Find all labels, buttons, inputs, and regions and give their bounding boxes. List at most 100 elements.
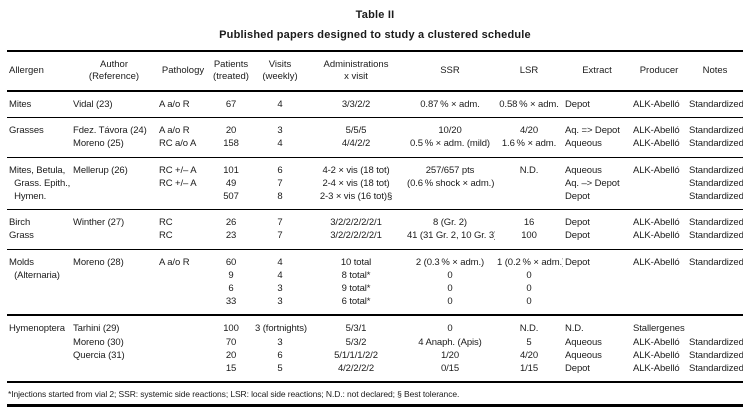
table-cell: 6	[277, 349, 283, 361]
table-cell: 4/2/2/2/2	[337, 363, 375, 375]
table-cell: 5/5/5	[345, 125, 367, 137]
table-cell	[7, 362, 71, 382]
table-cell: A a/o R	[159, 125, 190, 137]
table-row: Hymen. 507 8 2-3 × vis (16 tot)§ Depot Standa…	[7, 190, 743, 210]
table-cell	[157, 349, 209, 362]
table-subtitle: Published papers designed to study a clu…	[219, 29, 531, 41]
table-cell	[563, 295, 631, 315]
table-cell: ALK-Abelló	[633, 336, 680, 348]
table-cell: N.D.	[519, 164, 539, 176]
table-cell: Depot	[565, 230, 590, 242]
table-row: 6 3 9 total* 0 0	[7, 282, 743, 295]
table-row: Mites Vidal (23) A a/o R 67 4 3/3/2/2 0.87 % ×…	[7, 91, 743, 118]
column-header-allergen: Allergen	[7, 50, 71, 92]
table-row: 33 3 6 total* 0 0	[7, 295, 743, 315]
table-row: Grasses Fdez. Távora (24) A a/o R 20 3 5/5/5 1…	[7, 118, 743, 138]
table-cell: Aq. –> Depot	[565, 177, 620, 189]
table-cell: 7	[277, 217, 283, 229]
table-row: Birch Winther (27) RC 26 7 3/2/2/2/2/2/1 8 (Gr…	[7, 210, 743, 230]
table-cell: 4	[277, 256, 283, 268]
table-row: 15 5 4/2/2/2/2 0/15 1/15 Depot ALK-Abelló Stand…	[7, 362, 743, 382]
table-cell: 0	[526, 296, 532, 308]
table-cell: 5	[526, 336, 532, 348]
table-cell	[7, 349, 71, 362]
table-cell	[7, 282, 71, 295]
table-row-group: Birch Winther (27) RC 26 7 3/2/2/2/2/2/1 8 (Gr…	[7, 209, 743, 249]
table-cell: Aq. => Depot	[565, 125, 620, 137]
table-cell	[157, 295, 209, 315]
table-cell: Vidal (23)	[73, 99, 113, 110]
table-cell	[631, 190, 687, 210]
table-cell: Standardized	[689, 164, 743, 176]
table-row-group: Molds Moreno (28) A a/o R 60 4 10 total 2 (0.3…	[7, 249, 743, 315]
table-cell: RC	[159, 217, 173, 229]
table-cell: Aqueous	[565, 349, 602, 361]
column-header-administrations: Administrations x visit	[307, 50, 405, 92]
table-cell: Standardized	[689, 230, 743, 242]
table-cell: 9 total*	[341, 283, 371, 295]
table-cell: 4/20	[519, 125, 539, 137]
table-cell: Tarhini (29)	[73, 323, 120, 335]
table-cell: 2-3 × vis (16 tot)§	[319, 191, 393, 203]
table-cell: 4/4/2/2	[341, 138, 371, 150]
table-cell: 8	[277, 191, 283, 203]
table-row-group: Grasses Fdez. Távora (24) A a/o R 20 3 5/5/5 1…	[7, 117, 743, 157]
table-cell: Winther (27)	[73, 217, 125, 229]
table-cell: 100	[521, 230, 537, 242]
table-cell: ALK-Abelló	[633, 363, 680, 375]
table-cell: ALK-Abelló	[633, 349, 680, 361]
table-cell: 33	[225, 296, 237, 308]
header-row: Allergen Author (Reference) Pathology Pa…	[7, 50, 743, 92]
table-cell: Molds	[9, 256, 34, 268]
table-cell: Depot	[565, 363, 590, 375]
table-cell: 0/15	[440, 363, 460, 375]
table-cell	[631, 282, 687, 295]
table-cell	[71, 190, 157, 210]
table-cell: 3	[277, 125, 283, 137]
table-cell: 7	[277, 177, 283, 189]
table-cell: RC a/o A	[159, 138, 197, 150]
table-cell: 0.5 % × adm. (mild)	[410, 138, 490, 150]
table-cell	[157, 362, 209, 382]
column-header-pathology: Pathology	[157, 50, 209, 92]
column-header-patients: Patients (treated)	[209, 50, 253, 92]
table-cell: Standardized	[689, 336, 743, 348]
table-cell: Aqueous	[565, 164, 602, 176]
table-cell: 0	[447, 296, 453, 308]
table-cell: 0.58 % × adm.	[499, 99, 559, 110]
table-cell: Moreno (25)	[73, 138, 124, 150]
papers-table: Allergen Author (Reference) Pathology Pa…	[7, 50, 743, 384]
table-cell: 60	[225, 256, 237, 268]
table-row: (Alternaria) 9 4 8 total* 0 0	[7, 269, 743, 282]
table-cell	[495, 190, 563, 210]
table-cell: ALK-Abelló	[633, 138, 680, 150]
table-cell: 100	[223, 323, 239, 335]
table-cell: Standardized	[689, 349, 743, 361]
table-cell	[157, 336, 209, 349]
table-cell: Mites, Betula,	[9, 164, 66, 176]
table-cell	[157, 315, 209, 335]
table-cell: 0	[447, 269, 453, 281]
table-cell: 4/20	[519, 349, 539, 361]
table-footnote: *Injections started from vial 2; SSR: sy…	[7, 383, 743, 407]
table-cell: 4-2 × vis (18 tot)	[322, 164, 390, 176]
table-cell: Standardized	[689, 177, 743, 189]
table-cell: 158	[223, 138, 239, 150]
table-cell: 1/20	[440, 349, 460, 361]
table-cell: ALK-Abelló	[633, 230, 680, 242]
table-cell: 0	[526, 269, 532, 281]
table-cell	[157, 282, 209, 295]
table-cell: 0	[526, 283, 532, 295]
table-cell: 3	[277, 296, 283, 308]
table-cell	[71, 229, 157, 249]
table-cell: 101	[223, 164, 239, 176]
table-cell: 6	[228, 283, 234, 295]
table-row: Mites, Betula, Mellerup (26) RC +/– A 101 6 4…	[7, 157, 743, 177]
table-header: Allergen Author (Reference) Pathology Pa…	[7, 50, 743, 92]
table-cell: 2 (0.3 % × adm.)	[415, 256, 485, 268]
table-cell: 2-4 × vis (18 tot)	[322, 177, 390, 189]
column-header-producer: Producer	[631, 50, 687, 92]
table-cell: 0.87 % × adm.	[420, 99, 480, 110]
table-cell: 0	[447, 283, 453, 295]
